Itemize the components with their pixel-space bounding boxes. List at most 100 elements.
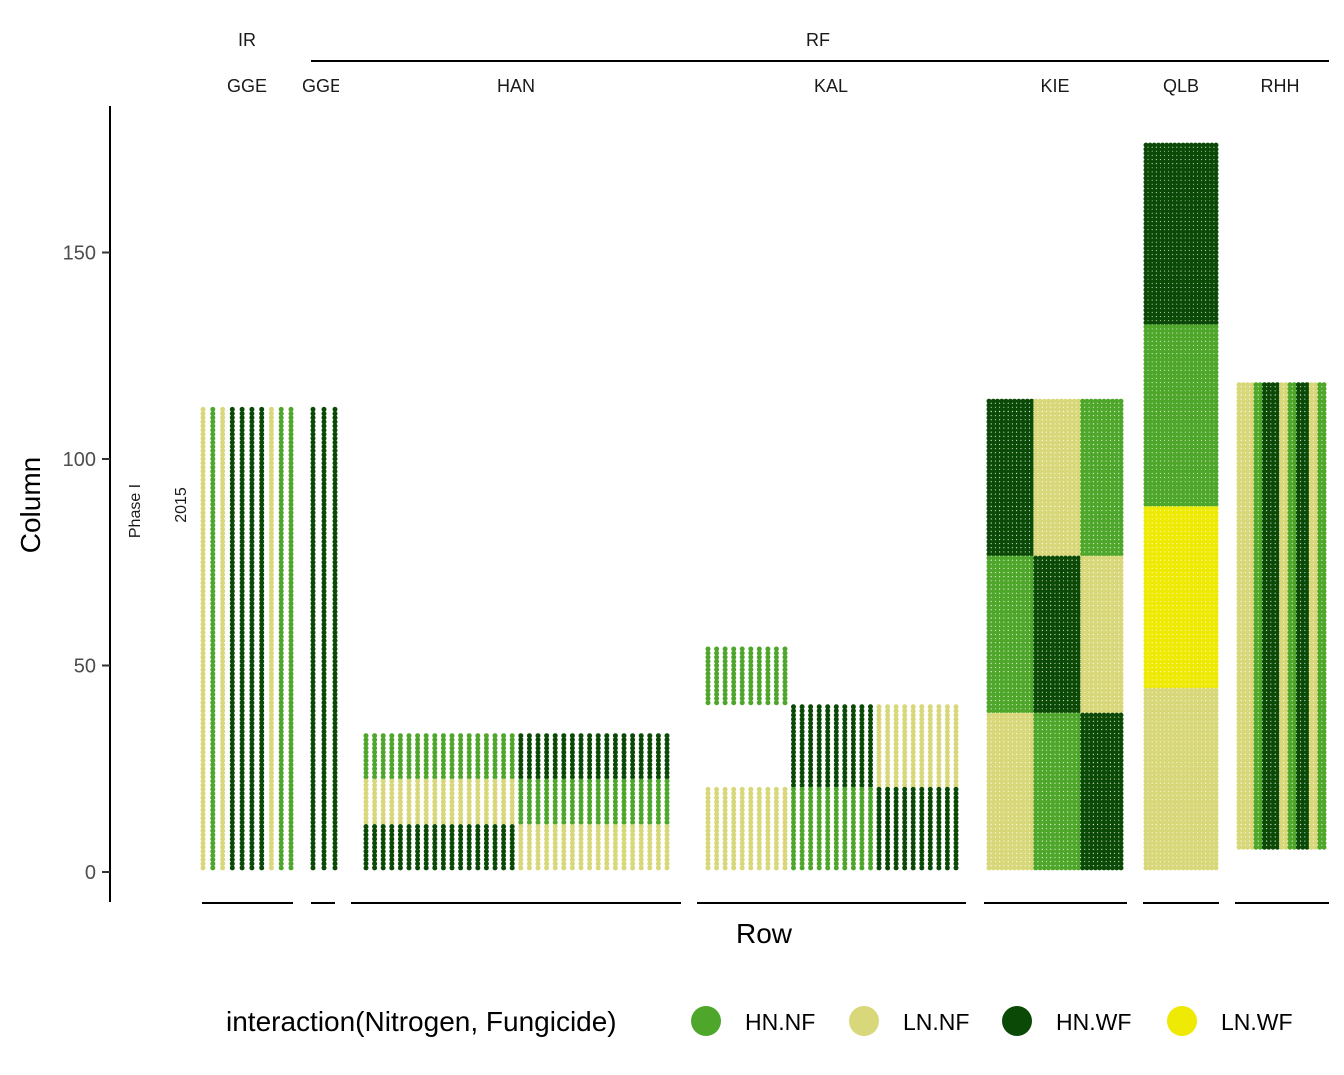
plot-point [220,506,226,512]
plot-point [220,675,226,681]
plot-point [268,811,274,817]
plot-point [249,481,255,487]
plot-point [268,857,274,863]
plot-point [278,782,284,788]
plot-point [239,712,245,718]
plot-point [268,406,274,412]
plot-point [739,786,745,792]
plot-point [249,745,255,751]
plot-point [210,737,216,743]
plot-point [268,625,274,631]
plot-point [229,642,235,648]
plot-point [210,419,216,425]
plot-point [220,588,226,594]
plot-point [200,700,206,706]
plot-point [239,766,245,772]
plot-point [210,481,216,487]
plot-point [249,406,255,412]
plot-point [249,630,255,635]
plot-point [518,778,524,784]
plot-block [705,646,788,706]
plot-point [220,464,226,470]
plot-point [655,733,661,739]
plot-point [200,745,206,751]
plot-point [483,824,489,830]
plot-point [535,733,541,739]
plot-point [259,481,265,487]
plot-point [229,473,235,478]
plot-point [268,572,274,578]
plot-point [200,630,206,635]
plot-point [239,493,245,499]
plot-point [239,679,245,685]
plot-point [630,778,636,784]
plot-point [268,563,274,569]
plot-point [220,857,226,863]
plot-point [229,431,235,437]
plot-point [995,555,1000,561]
plot-point [229,786,235,792]
plot-point [278,803,284,809]
plot-point [268,691,274,697]
panel-kie [986,398,1124,871]
plot-point [885,786,891,792]
plot-point [220,485,226,491]
plot-point [200,584,206,590]
plot-point [229,691,235,697]
plot-points [200,142,1327,871]
plot-point [200,720,206,726]
plot-point [220,861,226,867]
plot-point [210,770,216,776]
plot-point [229,419,235,425]
plot-point [220,448,226,454]
plot-point [259,485,265,491]
plot-point [210,427,216,433]
plot-point [210,485,216,491]
plot-point [249,506,255,512]
plot-point [259,749,265,755]
plot-point [239,832,245,838]
plot-point [259,526,265,532]
plot-point [268,609,274,615]
strip-panel-label: GGE [302,76,342,96]
plot-point [220,663,226,668]
plot-point [249,568,255,573]
plot-point [278,745,284,751]
plot-block [229,406,265,871]
plot-point [229,716,235,722]
plot-point [259,811,265,817]
plot-point [229,543,235,549]
plot-point [200,840,206,846]
strip-panel-label: HAN [497,76,535,96]
plot-point [953,786,959,792]
plot-point [259,497,265,503]
plot-point [249,601,255,606]
plot-point [229,485,235,491]
plot-point [910,786,916,792]
plot-point [986,712,992,718]
plot-point [229,510,235,516]
plot-point [268,687,274,693]
plot-point [210,621,216,627]
plot-point [664,824,670,830]
plot-point [239,844,245,850]
plot-point [259,654,265,660]
plot-point [268,551,274,557]
plot-point [239,737,245,743]
plot-point [200,406,206,412]
plot-point [1024,555,1030,561]
plot-point [259,737,265,743]
plot-point [220,700,226,706]
plot-point [220,435,226,441]
plot-point [259,539,265,545]
plot-point [239,861,245,867]
plot-point [200,691,206,697]
plot-point [220,803,226,809]
plot-point [259,687,265,693]
plot-point [229,551,235,557]
plot-point [200,671,206,677]
plot-point [278,795,284,801]
plot-point [647,733,653,739]
plot-point [239,625,245,631]
plot-point [268,638,274,644]
